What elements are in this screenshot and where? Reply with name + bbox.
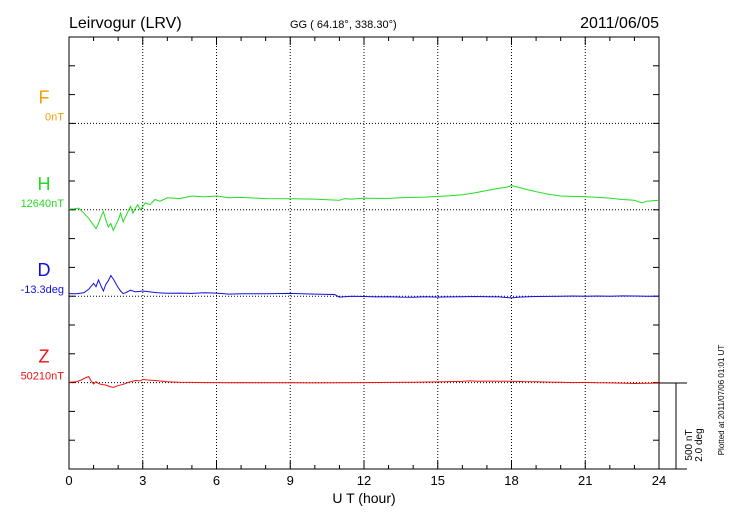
chart-title: Leirvogur (LRV) xyxy=(69,15,182,32)
series-line-Z xyxy=(68,375,660,388)
series-line-D xyxy=(68,274,659,299)
series-name-F: F xyxy=(39,87,50,107)
scale-label-deg: 2.0 deg xyxy=(694,428,705,461)
scale-bar: 500 nT 2.0 deg xyxy=(659,382,705,470)
x-tick-label: 15 xyxy=(431,473,445,488)
axis-ticks xyxy=(68,37,660,469)
series-name-D: D xyxy=(38,260,51,280)
x-tick-label: 6 xyxy=(213,473,220,488)
series-line-H xyxy=(68,185,660,232)
series-name-H: H xyxy=(38,174,51,194)
x-tick-label: 9 xyxy=(287,473,294,488)
x-tick-label: 21 xyxy=(578,473,592,488)
x-tick-label: 3 xyxy=(139,473,146,488)
series-baseline-D: -13.3deg xyxy=(21,284,64,296)
chart-date: 2011/06/05 xyxy=(580,15,659,32)
x-tick-label: 24 xyxy=(652,473,666,488)
x-tick-label: 12 xyxy=(357,473,371,488)
x-tick-label: 0 xyxy=(65,473,72,488)
x-tick-labels: 0 3 6 9 12 15 18 21 24 xyxy=(65,473,666,488)
scale-label-nt: 500 nT xyxy=(684,429,695,460)
series-baseline-H: 12640nT xyxy=(21,198,65,210)
x-tick-label: 18 xyxy=(504,473,518,488)
series-lines xyxy=(68,185,660,388)
x-axis-label: U T (hour) xyxy=(332,490,395,506)
grid xyxy=(69,37,659,469)
series-baseline-Z: 50210nT xyxy=(21,371,65,383)
series-baseline-F: 0nT xyxy=(45,111,64,123)
plotted-note: Plotted at 2011/07/06 01:01 UT xyxy=(717,345,726,456)
series-name-Z: Z xyxy=(39,347,50,367)
chart-subtitle: GG ( 64.18°, 338.30°) xyxy=(290,19,397,31)
series-labels: F 0nT H 12640nT D -13.3deg Z 50210nT xyxy=(21,87,65,382)
